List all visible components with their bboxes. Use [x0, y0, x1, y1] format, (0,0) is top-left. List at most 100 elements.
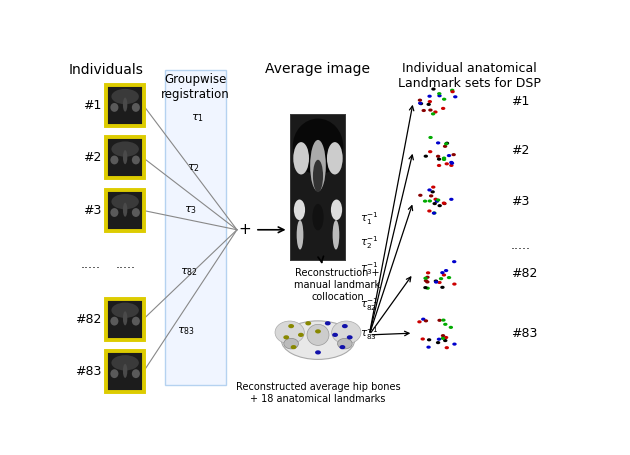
- Circle shape: [424, 319, 428, 323]
- Circle shape: [290, 345, 297, 349]
- Circle shape: [436, 341, 440, 344]
- Ellipse shape: [123, 202, 127, 217]
- FancyArrowPatch shape: [370, 206, 413, 332]
- Circle shape: [433, 111, 438, 114]
- Circle shape: [418, 99, 422, 102]
- Circle shape: [428, 100, 432, 103]
- Circle shape: [437, 281, 442, 284]
- Ellipse shape: [297, 220, 304, 249]
- Text: $\tau_{82}^{-1}$: $\tau_{82}^{-1}$: [360, 296, 379, 313]
- FancyBboxPatch shape: [106, 190, 144, 231]
- Text: Average image: Average image: [265, 62, 370, 76]
- Ellipse shape: [132, 156, 140, 164]
- Circle shape: [432, 212, 436, 215]
- FancyArrowPatch shape: [371, 277, 411, 333]
- Text: #3: #3: [83, 204, 101, 217]
- Circle shape: [432, 87, 436, 91]
- Circle shape: [432, 202, 437, 205]
- Circle shape: [453, 95, 457, 98]
- Ellipse shape: [333, 220, 340, 249]
- Text: #2: #2: [511, 144, 529, 157]
- Ellipse shape: [112, 194, 139, 209]
- Circle shape: [423, 277, 428, 280]
- Circle shape: [434, 281, 438, 283]
- Circle shape: [452, 153, 456, 156]
- Text: $\tau_{83}^{-1}$: $\tau_{83}^{-1}$: [360, 326, 379, 343]
- Text: #82: #82: [74, 313, 101, 326]
- FancyArrowPatch shape: [370, 155, 413, 332]
- FancyBboxPatch shape: [106, 85, 144, 126]
- Text: $\tau_3$: $\tau_3$: [184, 205, 197, 217]
- Ellipse shape: [132, 369, 140, 378]
- Ellipse shape: [132, 208, 140, 217]
- Ellipse shape: [275, 321, 304, 344]
- Ellipse shape: [112, 142, 139, 157]
- Circle shape: [452, 283, 457, 286]
- Ellipse shape: [307, 324, 329, 345]
- Text: +: +: [238, 222, 251, 237]
- Circle shape: [421, 318, 425, 321]
- Circle shape: [443, 323, 447, 326]
- Ellipse shape: [112, 89, 139, 104]
- Text: $\tau_1$: $\tau_1$: [191, 112, 204, 124]
- Circle shape: [442, 202, 446, 205]
- Text: #83: #83: [511, 327, 537, 339]
- Circle shape: [444, 269, 449, 272]
- Ellipse shape: [112, 303, 139, 318]
- Circle shape: [235, 223, 255, 237]
- Ellipse shape: [123, 364, 127, 378]
- Ellipse shape: [293, 119, 343, 174]
- Text: .....: .....: [511, 239, 531, 252]
- Circle shape: [445, 142, 449, 145]
- Circle shape: [428, 136, 433, 139]
- Circle shape: [427, 209, 432, 212]
- Circle shape: [445, 162, 449, 166]
- Circle shape: [442, 202, 447, 205]
- Text: $\tau_{83}$: $\tau_{83}$: [178, 325, 195, 337]
- Circle shape: [444, 142, 449, 146]
- Circle shape: [306, 321, 311, 325]
- Circle shape: [442, 273, 446, 277]
- Circle shape: [452, 260, 456, 263]
- Circle shape: [342, 324, 348, 328]
- Circle shape: [441, 107, 445, 110]
- Circle shape: [437, 164, 441, 167]
- Circle shape: [419, 102, 423, 105]
- Text: #1: #1: [511, 96, 529, 108]
- Circle shape: [428, 150, 432, 153]
- Text: $\tau_{82}$: $\tau_{82}$: [180, 266, 198, 278]
- Ellipse shape: [313, 160, 323, 192]
- Circle shape: [425, 276, 430, 279]
- Circle shape: [444, 336, 449, 339]
- Circle shape: [449, 161, 454, 164]
- Circle shape: [449, 164, 454, 167]
- Circle shape: [427, 338, 432, 341]
- Bar: [290, 114, 346, 261]
- Ellipse shape: [338, 339, 352, 349]
- Ellipse shape: [312, 204, 324, 230]
- Circle shape: [325, 321, 331, 325]
- Circle shape: [437, 204, 442, 207]
- Text: Individual anatomical
Landmark sets for DSP: Individual anatomical Landmark sets for …: [398, 62, 541, 90]
- FancyBboxPatch shape: [106, 137, 144, 178]
- Circle shape: [442, 158, 446, 161]
- Circle shape: [346, 335, 353, 339]
- Circle shape: [450, 90, 455, 93]
- Circle shape: [437, 319, 442, 322]
- Ellipse shape: [331, 321, 361, 344]
- Ellipse shape: [132, 317, 140, 326]
- Circle shape: [315, 350, 321, 354]
- Circle shape: [447, 154, 451, 157]
- Circle shape: [421, 338, 425, 341]
- Ellipse shape: [110, 156, 118, 164]
- Circle shape: [431, 186, 435, 189]
- Text: .....: .....: [81, 258, 101, 271]
- Circle shape: [418, 101, 422, 105]
- Circle shape: [426, 271, 430, 274]
- FancyBboxPatch shape: [106, 351, 144, 392]
- Ellipse shape: [327, 142, 343, 174]
- Text: .....: .....: [115, 258, 135, 271]
- Circle shape: [447, 276, 451, 279]
- Text: $\tau_2^{-1}$: $\tau_2^{-1}$: [360, 234, 379, 251]
- Circle shape: [431, 112, 435, 116]
